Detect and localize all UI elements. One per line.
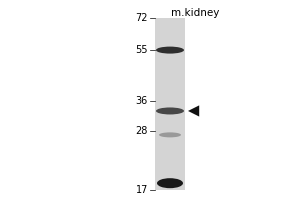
Bar (155, 18, 185, 190)
Text: 72: 72 (136, 13, 148, 23)
Text: m.kidney: m.kidney (171, 8, 219, 18)
Ellipse shape (157, 178, 183, 188)
Text: 55: 55 (136, 45, 148, 55)
Ellipse shape (159, 132, 181, 137)
Text: 28: 28 (136, 126, 148, 136)
Text: 36: 36 (136, 96, 148, 106)
Polygon shape (188, 105, 199, 117)
Ellipse shape (156, 107, 184, 114)
Text: 17: 17 (136, 185, 148, 195)
Ellipse shape (156, 47, 184, 54)
